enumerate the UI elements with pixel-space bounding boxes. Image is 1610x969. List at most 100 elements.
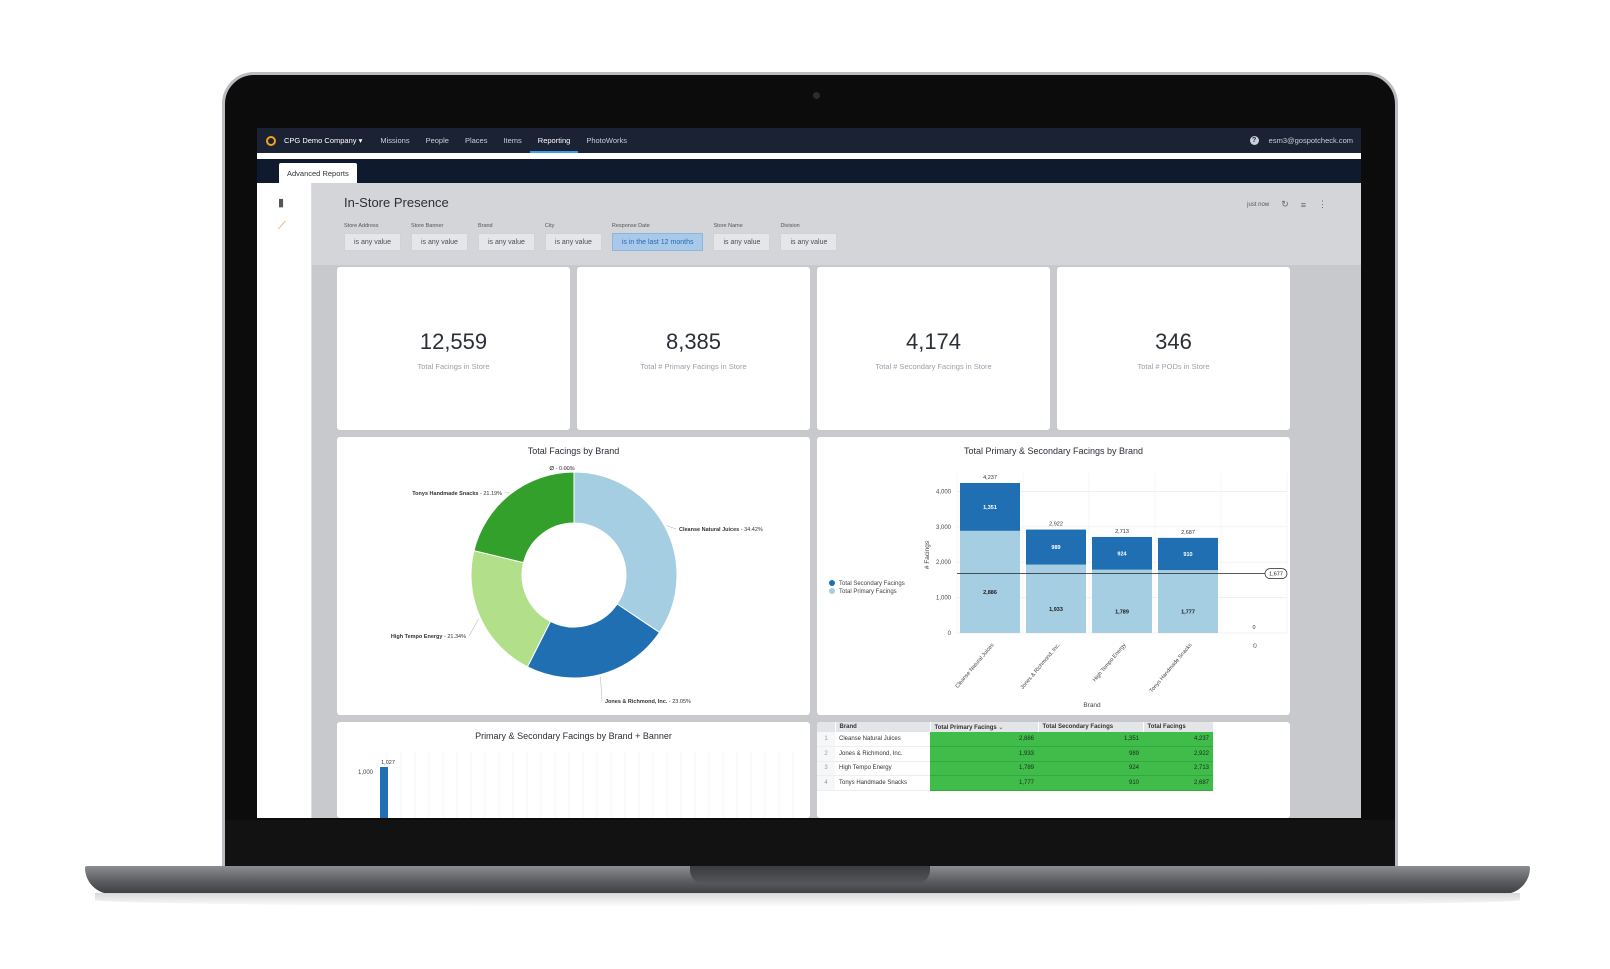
app-logo-icon[interactable]: [266, 135, 276, 146]
tab-advanced-reports[interactable]: Advanced Reports: [279, 163, 357, 183]
filter-icon[interactable]: ≡: [1300, 199, 1306, 210]
cell-secondary: 989: [1038, 746, 1143, 762]
slice-name: ∅: [549, 465, 554, 472]
filter-value[interactable]: is any value: [344, 233, 401, 251]
kpi-card-secondary-facings[interactable]: 4,174 Total # Secondary Facings in Store: [817, 267, 1050, 430]
y-axis-label: # Facings: [924, 540, 931, 569]
kpi-card-pods[interactable]: 346 Total # PODs in Store: [1057, 267, 1290, 430]
cell-brand: Tonys Handmade Snacks: [835, 775, 930, 791]
y-tick-label: 4,000: [936, 489, 952, 495]
bar-primary: [1092, 569, 1152, 633]
x-tick-label: Cleanse Natural Juices: [955, 642, 996, 689]
table-header-primary[interactable]: Total Primary Facings ⌄: [930, 722, 1039, 732]
table-row[interactable]: 1 Cleanse Natural Juices 2,886 1,351 4,237: [817, 732, 1213, 747]
kpi-label: Total # Primary Facings in Store: [640, 362, 747, 371]
bar-secondary: [1026, 529, 1086, 565]
filter-value[interactable]: is any value: [410, 233, 468, 251]
table-header-brand[interactable]: Brand: [835, 722, 931, 732]
y-tick-label: 1,000: [936, 596, 952, 602]
kpi-label: Total # Secondary Facings in Store: [875, 362, 992, 371]
laptop-shadow: [95, 893, 1520, 907]
filter-division: Division is any value: [780, 223, 838, 251]
bar-secondary: [1158, 537, 1218, 571]
kpi-label: Total # PODs in Store: [1137, 362, 1210, 371]
table-header-secondary[interactable]: Total Secondary Facings: [1038, 722, 1144, 732]
slice-percent: 21.34%: [447, 634, 466, 640]
sidebar: ▮ ⟋: [257, 183, 312, 818]
filter-value[interactable]: is any value: [713, 233, 771, 251]
company-switcher[interactable]: CPG Demo Company ▾: [284, 136, 363, 145]
refresh-icon[interactable]: ↻: [1281, 199, 1289, 209]
y-tick-label: 0: [948, 631, 952, 637]
nav-places[interactable]: Places: [464, 136, 488, 145]
cell-brand: High Tempo Energy: [835, 761, 930, 776]
kpi-value: 346: [1155, 329, 1192, 354]
slice-label: Jones & Richmond, Inc. - 23.05%: [605, 699, 691, 705]
y-tick-label: 2,000: [936, 560, 952, 566]
nav-items[interactable]: Items: [503, 136, 522, 145]
bar: [380, 767, 388, 818]
chart-title: Primary & Secondary Facings by Brand + B…: [475, 731, 672, 741]
more-options-icon[interactable]: ⋮: [1318, 199, 1327, 209]
cell-brand: Cleanse Natural Juices: [835, 732, 930, 747]
bar-total-label: 2,922: [1049, 522, 1063, 528]
bar-chart-icon[interactable]: ▮: [278, 197, 285, 209]
slice-separator: -: [478, 491, 483, 497]
filter-store-banner: Store Banner is any value: [410, 223, 468, 251]
user-email[interactable]: esm3@gospotcheck.com: [1268, 136, 1353, 145]
cell-primary: 1,933: [930, 746, 1038, 762]
filter-value[interactable]: is any value: [477, 233, 535, 251]
chart-title: Total Primary & Secondary Facings by Bra…: [963, 446, 1144, 456]
screen: CPG Demo Company ▾ Missions People Place…: [257, 128, 1361, 818]
filter-value[interactable]: is in the last 12 months: [611, 233, 704, 251]
filter-label: Brand: [477, 223, 493, 229]
header-tools: just now ↻ ≡ ⋮: [1247, 199, 1327, 210]
bar-primary: [960, 530, 1020, 633]
bar-secondary: [1092, 536, 1152, 570]
bar-value-label: 1,027: [381, 760, 395, 766]
donut-chart-card[interactable]: Total Facings by Brand Cleanse Natural J…: [337, 437, 810, 715]
filter-value[interactable]: is any value: [780, 233, 838, 251]
laptop-notch: [690, 866, 930, 884]
row-index: 4: [817, 775, 835, 791]
cell-secondary: 1,351: [1038, 732, 1143, 747]
brand-banner-chart-card[interactable]: Primary & Secondary Facings by Brand + B…: [337, 722, 810, 818]
filter-value[interactable]: is any value: [544, 233, 602, 251]
line-chart-icon[interactable]: ⟋: [278, 220, 286, 232]
nav-reporting[interactable]: Reporting: [529, 128, 579, 153]
bar-value-label: 1,777: [1181, 610, 1195, 616]
dashboard-content: In-Store Presence just now ↻ ≡ ⋮ Store A…: [312, 183, 1361, 818]
nav-people[interactable]: People: [425, 136, 449, 145]
table-row[interactable]: 3 High Tempo Energy 1,789 924 2,713: [817, 761, 1213, 776]
reference-line-label: 1,677: [1269, 572, 1283, 578]
bar-value-label: 989: [1051, 545, 1060, 551]
x-tick-label: High Tempo Energy: [1092, 642, 1128, 683]
slice-percent: 0.00%: [559, 466, 575, 472]
kpi-value: 12,559: [419, 329, 488, 354]
help-icon[interactable]: ?: [1249, 136, 1259, 145]
kpi-card-total-facings[interactable]: 12,559 Total Facings in Store: [337, 267, 570, 430]
cell-primary: 2,886: [930, 732, 1038, 747]
slice-name: Cleanse Natural Juices: [679, 527, 739, 533]
cell-total: 4,237: [1143, 732, 1213, 747]
slice-label: Cleanse Natural Juices - 34.42%: [679, 527, 763, 533]
table-header-total[interactable]: Total Facings: [1143, 722, 1214, 732]
nav-missions[interactable]: Missions: [380, 136, 410, 145]
x-axis-label: Brand: [1083, 702, 1101, 709]
kpi-card-primary-facings[interactable]: 8,385 Total # Primary Facings in Store: [577, 267, 810, 430]
donut-slice: [573, 471, 678, 634]
sort-chevron-icon[interactable]: ⌄: [998, 724, 1004, 731]
cell-primary: 1,777: [930, 775, 1038, 791]
nav-photoworks[interactable]: PhotoWorks: [586, 136, 628, 145]
chart-title: Total Facings by Brand: [527, 446, 620, 456]
filter-label: Store Address: [344, 223, 379, 229]
table-row[interactable]: 4 Tonys Handmade Snacks 1,777 910 2,687: [817, 775, 1213, 791]
facings-table-card[interactable]: Brand Total Primary Facings ⌄ Total Seco…: [817, 722, 1290, 818]
top-navigation: CPG Demo Company ▾ Missions People Place…: [257, 128, 1361, 153]
bar-secondary: [960, 483, 1020, 531]
table-row[interactable]: 2 Jones & Richmond, Inc. 1,933 989 2,922: [817, 746, 1213, 762]
slice-percent: 34.42%: [744, 527, 763, 533]
brand-banner-chart: 1,000 1,027: [358, 752, 794, 818]
stacked-bar-chart-card[interactable]: Total Primary & Secondary Facings by Bra…: [817, 437, 1290, 715]
facings-table: Brand Total Primary Facings ⌄ Total Seco…: [817, 722, 1214, 791]
